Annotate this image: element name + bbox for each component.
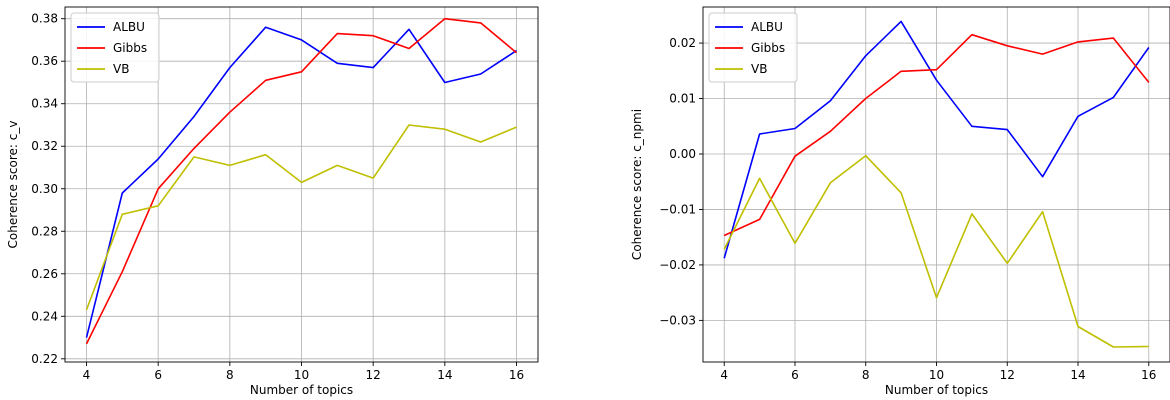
series-line-albu [85,26,517,338]
y-tick-label: 0.32 [31,139,58,153]
y-tick-label: 0.22 [31,352,58,366]
x-tick-label: 12 [1000,368,1015,382]
x-tick-label: 16 [509,368,524,382]
y-axis-label: Coherence score: c_npmi [630,109,644,260]
legend: ALBU Gibbs VB [708,12,798,83]
y-tick-label: 0.26 [31,267,58,281]
x-tick-label: 10 [929,368,944,382]
x-tick-label: 10 [294,368,309,382]
legend-box [708,12,798,83]
x-axis-label: Number of topics [250,383,353,397]
legend-box [70,12,160,83]
y-tick-label: 0.30 [31,182,58,196]
x-tick-label: 16 [1141,368,1156,382]
y-tick-label: 0.38 [31,12,58,26]
series-line-vb [85,124,517,311]
series-line-vb [723,154,1149,348]
y-tick-label: 0.36 [31,54,58,68]
series-line-albu [723,20,1150,259]
chart-coherence-c-npmi: 4 6 8 10 12 14 16 −0.03 −0.02 −0.01 0.00 0.01 0.02 Nu… [630,6,1170,397]
y-tick-label: −0.01 [659,202,696,216]
legend-label: VB [113,62,129,76]
x-tick-label: 14 [437,368,452,382]
legend-item-vb: VB [77,62,129,76]
x-tick-label: 6 [154,368,162,382]
legend-label: VB [751,62,767,76]
legend-item-albu: ALBU [715,20,783,34]
x-tick-label: 14 [1070,368,1085,382]
legend-item-albu: ALBU [77,20,145,34]
legend-label: ALBU [751,20,783,34]
series-line-gibbs [85,17,518,345]
series-line-gibbs [723,33,1150,237]
legend: ALBU Gibbs VB [70,12,160,83]
legend-item-gibbs: Gibbs [77,41,147,55]
legend-item-vb: VB [715,62,767,76]
x-tick-label: 12 [366,368,381,382]
chart-coherence-c-v: 4 6 8 10 12 14 16 0.22 0.24 0.26 0.28 0.30 0.32 0.34 0… [6,6,539,397]
legend-label: Gibbs [751,41,785,55]
x-tick-label: 4 [720,368,728,382]
x-tick-label: 4 [83,368,91,382]
y-tick-label: 0.24 [31,309,58,323]
y-tick-label: 0.02 [669,36,696,50]
x-tick-label: 6 [791,368,799,382]
y-tick-label: 0.01 [669,92,696,106]
x-tick-label: 8 [226,368,234,382]
y-axis-label: Coherence score: c_v [6,121,20,249]
y-tick-label: −0.03 [659,313,696,327]
legend-label: Gibbs [113,41,147,55]
y-tick-label: 0.28 [31,224,58,238]
y-tick-label: 0.00 [669,147,696,161]
legend-item-gibbs: Gibbs [715,41,785,55]
x-tick-label: 8 [862,368,870,382]
y-tick-label: −0.02 [659,258,696,272]
legend-label: ALBU [113,20,145,34]
y-tick-label: 0.34 [31,97,58,111]
x-axis-label: Number of topics [885,383,988,397]
